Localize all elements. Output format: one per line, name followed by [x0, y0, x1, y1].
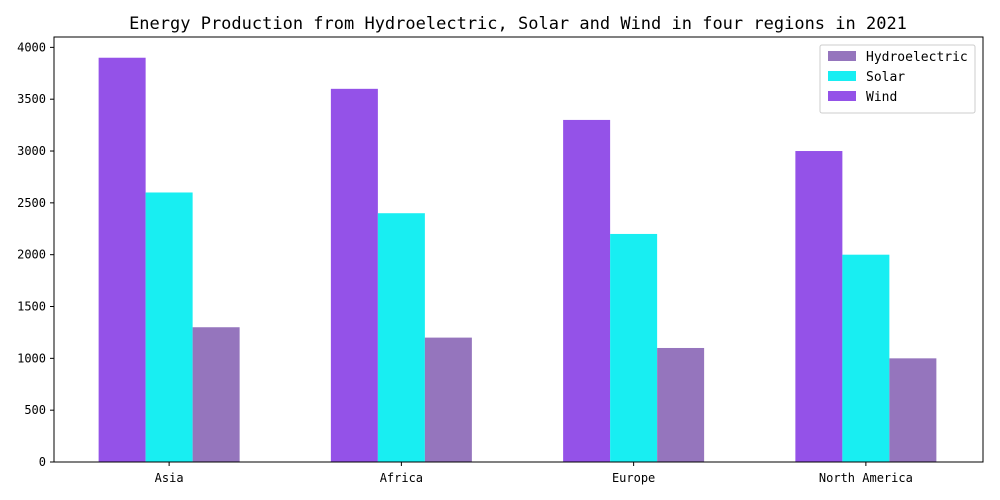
- legend-label-hydroelectric: Hydroelectric: [866, 50, 968, 65]
- legend-label-wind: Wind: [866, 90, 897, 105]
- legend-box: [819, 44, 976, 114]
- y-tick-label: 1000: [17, 351, 46, 365]
- y-axis: 0 500 1000 1500 2000 2500 3000 3500 4000: [17, 37, 55, 469]
- x-tick-label-north-america: North America: [819, 471, 913, 485]
- x-tick-label-africa: Africa: [380, 471, 423, 485]
- y-tick-label: 500: [24, 403, 46, 417]
- y-tick-label: 3000: [17, 144, 46, 158]
- legend-swatch-hydroelectric: [828, 51, 856, 61]
- bar-wind-north-america: [795, 151, 843, 462]
- legend-swatch-wind: [828, 91, 856, 101]
- bar-hydroelectric-north-america: [889, 358, 937, 462]
- x-tick-label-europe: Europe: [612, 471, 655, 485]
- legend-label-solar: Solar: [866, 70, 905, 85]
- bar-wind-asia: [98, 57, 146, 462]
- plot-frame: [53, 36, 984, 463]
- bar-hydroelectric-europe: [657, 347, 705, 462]
- x-tick-label-asia: Asia: [155, 471, 184, 485]
- y-tick-label: 0: [39, 455, 46, 469]
- bars-group: [98, 57, 937, 463]
- y-tick-label: 4000: [17, 40, 46, 54]
- bar-wind-europe: [563, 119, 611, 463]
- bar-wind-africa: [330, 88, 378, 462]
- bar-solar-asia: [145, 192, 193, 463]
- bar-solar-europe: [610, 233, 658, 462]
- legend: Hydroelectric Solar Wind: [819, 44, 976, 114]
- legend-swatch-solar: [828, 71, 856, 81]
- y-tick-label: 3500: [17, 92, 46, 106]
- bar-solar-africa: [377, 213, 425, 462]
- y-tick-label: 2000: [17, 248, 46, 262]
- bar-hydroelectric-africa: [424, 337, 472, 462]
- bar-solar-north-america: [842, 254, 890, 462]
- x-axis: Asia Africa Europe North America: [155, 462, 913, 485]
- bar-hydroelectric-asia: [192, 327, 240, 462]
- y-tick-label: 2500: [17, 196, 46, 210]
- y-tick-label: 1500: [17, 300, 46, 314]
- chart-title: Energy Production from Hydroelectric, So…: [129, 14, 907, 34]
